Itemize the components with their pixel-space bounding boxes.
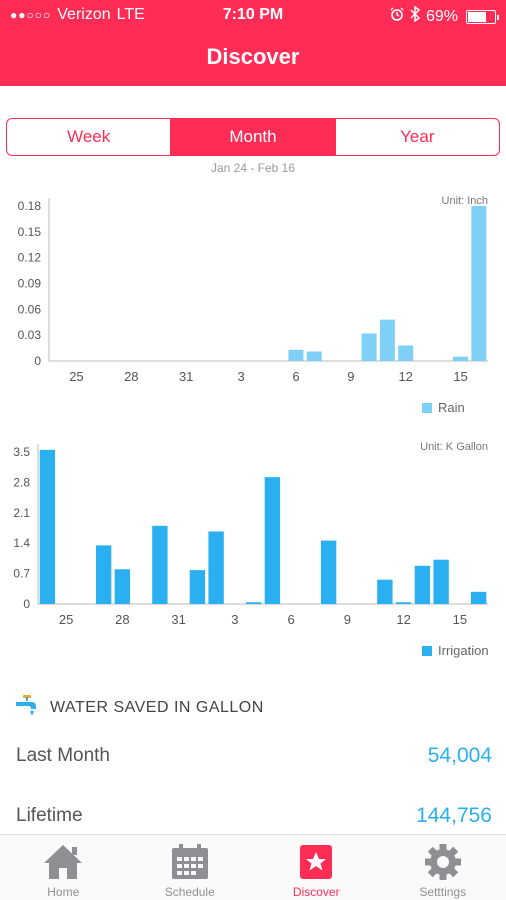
x-tick-label: 28 bbox=[115, 612, 129, 627]
y-tick-label: 0.06 bbox=[18, 302, 42, 316]
tab-bar: Home Schedule Discover bbox=[0, 834, 506, 900]
faucet-icon bbox=[14, 692, 40, 723]
irrigation-chart: Unit: K Gallon 3.5 2.8 2.1 1.4 0.7 0 25 28 31 3 6 9 1… bbox=[13, 441, 489, 658]
chart-bar bbox=[414, 565, 431, 604]
x-tick-label: 15 bbox=[453, 612, 467, 627]
chart-bar bbox=[39, 449, 56, 604]
x-tick-label: 28 bbox=[124, 369, 138, 384]
network-label: LTE bbox=[116, 6, 145, 23]
y-tick-label: 2.1 bbox=[13, 506, 30, 520]
stat-row-last-month: Last Month 54,004 bbox=[16, 744, 492, 768]
tab-home[interactable]: Home bbox=[0, 835, 127, 900]
x-tick-label: 3 bbox=[231, 612, 238, 627]
segment-month[interactable]: Month bbox=[171, 119, 336, 155]
chart-bar bbox=[95, 545, 112, 604]
status-time: 7:10 PM bbox=[222, 6, 284, 23]
chart-bar bbox=[395, 602, 412, 604]
legend-label: Irrigation bbox=[438, 643, 489, 658]
y-tick-label: 0.09 bbox=[18, 277, 42, 291]
x-tick-label: 25 bbox=[59, 612, 73, 627]
tab-label: Schedule bbox=[164, 885, 215, 899]
y-tick-label: 1.4 bbox=[13, 536, 30, 550]
chart-bar bbox=[114, 569, 131, 604]
rain-chart: Unit: Inch 0.18 0.15 0.12 0.09 0.06 0.03 0 25 28 3… bbox=[18, 195, 488, 415]
gear-icon bbox=[424, 844, 461, 880]
signal-strength-icon: ●●○○○ bbox=[10, 8, 52, 22]
y-tick-label: 0.03 bbox=[18, 328, 42, 342]
chart-bar bbox=[264, 477, 281, 604]
period-segmented-control: Week Month Year bbox=[6, 118, 500, 156]
x-tick-label: 9 bbox=[344, 612, 351, 627]
segment-week[interactable]: Week bbox=[7, 119, 172, 155]
tab-schedule[interactable]: Schedule bbox=[127, 835, 254, 900]
y-tick-label: 0.7 bbox=[13, 567, 30, 581]
x-tick-label: 31 bbox=[171, 612, 185, 627]
tab-label: Discover bbox=[292, 885, 340, 899]
stat-label: Last Month bbox=[16, 745, 110, 766]
y-tick-label: 0.15 bbox=[18, 225, 42, 239]
stat-value: 144,756 bbox=[416, 804, 492, 827]
x-tick-label: 3 bbox=[237, 369, 244, 384]
chart-bar bbox=[471, 206, 487, 361]
x-tick-label: 6 bbox=[292, 369, 299, 384]
y-tick-label: 0 bbox=[34, 354, 41, 368]
chart-bar bbox=[189, 570, 206, 604]
unit-label: Unit: Inch bbox=[442, 195, 488, 207]
chart-bar bbox=[306, 351, 322, 361]
tab-settings[interactable]: Setttings bbox=[380, 835, 506, 900]
chart-bar bbox=[361, 333, 377, 361]
water-saved-header: WATER SAVED IN GALLON bbox=[14, 692, 264, 723]
x-tick-label: 6 bbox=[288, 612, 295, 627]
legend-label: Rain bbox=[438, 400, 465, 415]
chart-bar bbox=[398, 345, 414, 361]
bluetooth-icon bbox=[410, 5, 421, 27]
carrier-label: Verizon bbox=[57, 6, 111, 23]
battery-percent: 69% bbox=[425, 7, 458, 25]
page-title: Discover bbox=[206, 44, 300, 69]
chart-bar bbox=[208, 531, 224, 604]
x-tick-label: 12 bbox=[398, 369, 412, 384]
chart-bar bbox=[379, 319, 395, 361]
chart-bar bbox=[433, 559, 449, 604]
chart-bar bbox=[245, 602, 262, 604]
y-tick-label: 3.5 bbox=[13, 445, 30, 459]
chart-bar bbox=[453, 356, 469, 361]
star-icon bbox=[300, 845, 333, 879]
legend-swatch bbox=[422, 646, 432, 656]
status-bar: ●●○○○ Verizon LTE 7:10 PM 69% bbox=[0, 0, 506, 30]
y-tick-label: 2.8 bbox=[13, 475, 30, 489]
x-tick-label: 31 bbox=[179, 369, 193, 384]
chart-bar bbox=[152, 525, 168, 604]
chart-bar bbox=[377, 579, 393, 604]
chart-bar bbox=[288, 349, 304, 361]
tab-discover[interactable]: Discover bbox=[253, 835, 380, 900]
alarm-icon bbox=[390, 7, 404, 26]
calendar-icon bbox=[171, 844, 208, 879]
x-tick-label: 12 bbox=[396, 612, 410, 627]
stat-row-lifetime: Lifetime 144,756 bbox=[16, 804, 492, 828]
water-saved-title: WATER SAVED IN GALLON bbox=[50, 698, 264, 716]
app-header: ●●○○○ Verizon LTE 7:10 PM 69% Discover bbox=[0, 0, 506, 86]
tab-label: Setttings bbox=[419, 885, 467, 899]
home-icon bbox=[44, 845, 83, 879]
date-range-label: Jan 24 - Feb 16 bbox=[210, 161, 296, 175]
x-tick-label: 15 bbox=[453, 369, 467, 384]
y-tick-label: 0.12 bbox=[18, 251, 42, 265]
chart-bar bbox=[470, 591, 487, 604]
segment-year[interactable]: Year bbox=[400, 127, 435, 146]
legend-swatch bbox=[422, 403, 432, 413]
battery-icon bbox=[466, 9, 499, 24]
y-tick-label: 0.18 bbox=[18, 199, 42, 213]
unit-label: Unit: K Gallon bbox=[420, 441, 488, 453]
y-tick-label: 0 bbox=[23, 597, 30, 611]
stat-label: Lifetime bbox=[16, 805, 83, 826]
x-tick-label: 9 bbox=[347, 369, 354, 384]
stat-value: 54,004 bbox=[427, 744, 492, 767]
x-tick-label: 25 bbox=[69, 369, 83, 384]
tab-label: Home bbox=[47, 885, 80, 899]
chart-bar bbox=[320, 540, 337, 604]
